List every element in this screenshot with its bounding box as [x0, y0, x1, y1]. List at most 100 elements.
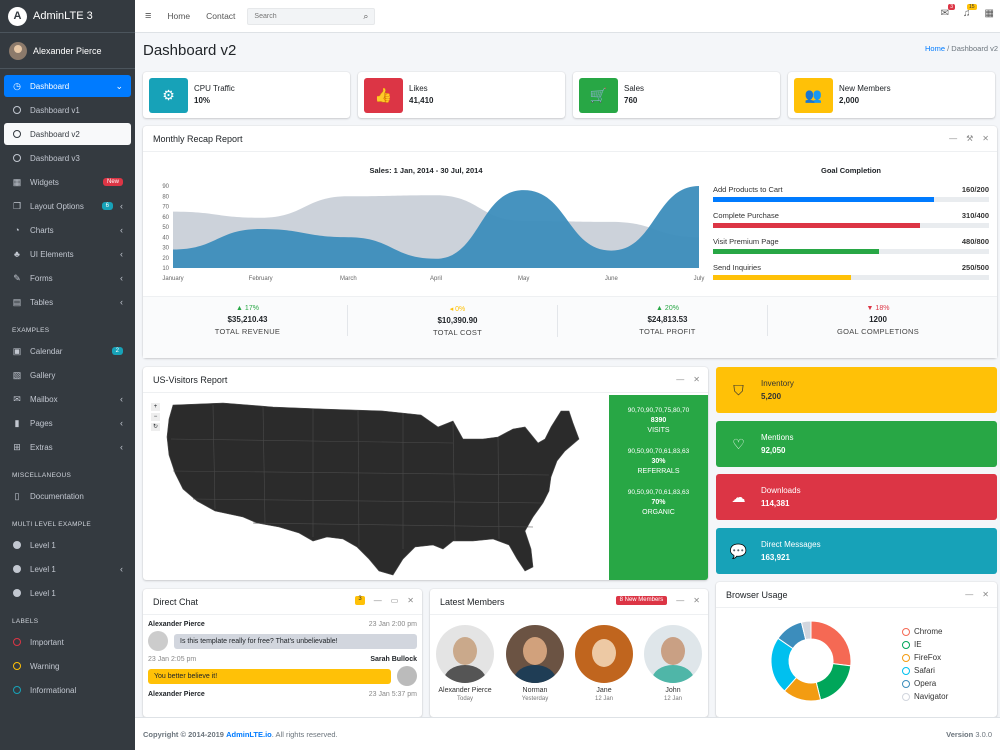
search-icon[interactable]: ⌕: [363, 10, 369, 21]
chat-time: 23 Jan 2:00 pm: [368, 621, 417, 628]
mentions-box: ♡ Mentions 92,050: [716, 421, 997, 467]
collapse-icon[interactable]: —: [949, 134, 958, 143]
version-number: 3.0.0: [975, 729, 992, 739]
search-box: ⌕: [247, 7, 376, 25]
comments-icon[interactable]: ▭: [390, 596, 399, 605]
sidebar-item-dashboard-v1[interactable]: Dashboard v1: [4, 99, 131, 121]
direct-messages-box: 💬 Direct Messages 163,921: [716, 528, 997, 574]
sidebar-item-calendar[interactable]: ▣ Calendar 2: [4, 340, 131, 362]
gear-icon: ⚙: [149, 77, 188, 113]
notifications-icon[interactable]: ♫ 15: [963, 4, 977, 19]
stat-label: ORGANIC: [642, 509, 675, 516]
sidebar-item-level-1[interactable]: Level 1: [4, 582, 131, 604]
info-box-title: Sales: [624, 84, 645, 93]
member-item[interactable]: Jane 12 Jan: [573, 625, 635, 702]
wrench-icon[interactable]: ⚒: [966, 134, 974, 143]
goal-label: Add Products to Cart: [713, 185, 783, 194]
sidebar-item-charts[interactable]: ◔ Charts ‹: [4, 219, 131, 241]
messages-icon[interactable]: ✉ 3: [940, 4, 956, 19]
box-title: Inventory: [761, 379, 794, 388]
zoom-reset-button[interactable]: ↻: [151, 423, 160, 431]
sidebar-item-dashboard-v3[interactable]: Dashboard v3: [4, 147, 131, 169]
new-badge: New: [102, 178, 123, 186]
count-badge: 2: [111, 347, 123, 355]
close-icon[interactable]: ✕: [982, 590, 989, 599]
avatar: [397, 666, 417, 686]
sidebar-item-pages[interactable]: ▮ Pages ‹: [4, 412, 131, 434]
search-input[interactable]: [254, 12, 355, 20]
nav-header-multilevel: MULTI LEVEL EXAMPLE: [12, 521, 92, 528]
chat-count-badge: 3: [355, 596, 365, 605]
member-item[interactable]: Alexander Pierce Today: [434, 625, 496, 702]
donut-slice-navigator[interactable]: [800, 620, 812, 641]
donut-slice-chrome[interactable]: [810, 620, 852, 667]
circle-icon: [12, 588, 22, 598]
chat-sender: Alexander Pierce: [148, 691, 205, 698]
sidebar-item-gallery[interactable]: ▧ Gallery: [4, 364, 131, 386]
sidebar-item-label: Mailbox: [30, 394, 58, 404]
sidebar-item-informational[interactable]: Informational: [4, 679, 131, 701]
goal-row: Add Products to Cart 160/200: [713, 185, 989, 202]
sidebar-item-extras[interactable]: ⊞ Extras ‹: [4, 436, 131, 458]
circle-icon: [12, 105, 22, 115]
footer-link[interactable]: AdminLTE.io: [226, 729, 272, 739]
sidebar-item-layout-options[interactable]: ❐ Layout Options 6 ‹: [4, 195, 131, 217]
progress-bar: [713, 197, 989, 202]
sidebar-item-forms[interactable]: ✎ Forms ‹: [4, 267, 131, 289]
y-tick-label: 30: [162, 246, 169, 252]
stat-value: $24,813.53: [647, 315, 688, 324]
avatar: [644, 625, 702, 683]
collapse-icon[interactable]: —: [965, 590, 974, 599]
zoom-out-button[interactable]: −: [151, 413, 160, 421]
sidebar-item-level-1[interactable]: Level 1: [4, 534, 131, 556]
footer-rights: . All rights reserved.: [271, 729, 338, 739]
brand-link[interactable]: A AdminLTE 3: [0, 0, 135, 33]
progress-bar: [713, 275, 989, 280]
chevron-left-icon: ‹: [120, 564, 123, 574]
close-icon[interactable]: ✕: [693, 375, 700, 384]
member-item[interactable]: John 12 Jan: [642, 625, 704, 702]
nav-link-home[interactable]: Home: [167, 11, 191, 21]
breadcrumb-home[interactable]: Home: [925, 44, 946, 53]
circle-icon: [902, 692, 910, 701]
sidebar-item-mailbox[interactable]: ✉ Mailbox ‹: [4, 388, 131, 410]
sidebar-item-dashboard-v2[interactable]: Dashboard v2: [4, 123, 131, 145]
avatar: [9, 41, 27, 60]
sidebar-item-documentation[interactable]: ▯ Documentation: [4, 485, 131, 507]
sidebar-item-dashboard[interactable]: ◷ Dashboard ⌄: [4, 75, 131, 97]
close-icon[interactable]: ✕: [982, 134, 989, 143]
sidebar-item-level-1[interactable]: Level 1 ‹: [4, 558, 131, 580]
sidebar-item-important[interactable]: Important: [4, 631, 131, 653]
apps-icon[interactable]: ▦: [984, 8, 994, 19]
circle-icon: [12, 637, 22, 647]
close-icon[interactable]: ✕: [693, 596, 700, 605]
menu-toggle-icon[interactable]: ≡: [145, 10, 152, 22]
sidebar-item-label: Gallery: [30, 370, 56, 380]
donut-slice-ie[interactable]: [815, 663, 852, 701]
collapse-icon[interactable]: —: [373, 596, 382, 605]
collapse-icon[interactable]: —: [676, 596, 685, 605]
chevron-left-icon: ‹: [120, 225, 123, 235]
sidebar-item-tables[interactable]: ▤ Tables ‹: [4, 291, 131, 313]
x-tick-label: July: [694, 276, 705, 282]
zoom-in-button[interactable]: +: [151, 403, 160, 411]
sidebar-item-widgets[interactable]: ▦ Widgets New: [4, 171, 131, 193]
close-icon[interactable]: ✕: [407, 596, 414, 605]
sidebar-item-ui-elements[interactable]: ♣ UI Elements ‹: [4, 243, 131, 265]
goal-label: Send Inquiries: [713, 263, 761, 272]
avatar: [575, 625, 633, 683]
member-item[interactable]: Norman Yesterday: [504, 625, 566, 702]
messages-badge: 3: [948, 4, 956, 10]
user-panel[interactable]: Alexander Pierce: [0, 33, 135, 69]
envelope-icon: ✉: [13, 393, 21, 404]
avatar: [436, 625, 494, 683]
nav-link-contact[interactable]: Contact: [206, 11, 236, 21]
nav-header-misc: MISCELLANEOUS: [12, 472, 72, 479]
y-tick-label: 50: [162, 225, 169, 231]
collapse-icon[interactable]: —: [676, 375, 685, 384]
goal-label: Visit Premium Page: [713, 237, 779, 246]
legend-item: Navigator: [902, 690, 948, 703]
circle-icon: [902, 640, 910, 649]
sidebar-item-warning[interactable]: Warning: [4, 655, 131, 677]
sidebar-item-label: Tables: [30, 297, 54, 307]
